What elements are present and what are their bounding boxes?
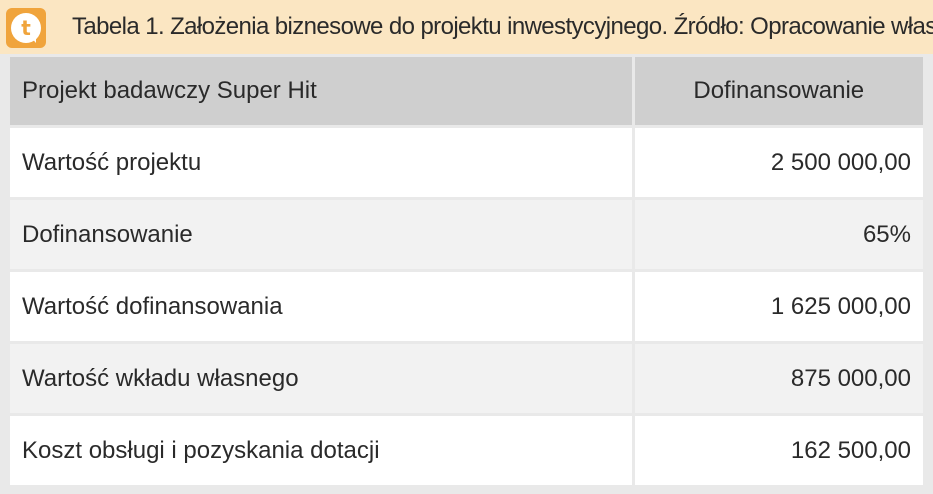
table-row: Koszt obsługi i pozyskania dotacji 162 5…	[10, 416, 923, 485]
table-container: Projekt badawczy Super Hit Dofinansowani…	[0, 54, 933, 494]
table-row: Dofinansowanie 65%	[10, 200, 923, 269]
row-label: Koszt obsługi i pozyskania dotacji	[10, 416, 635, 485]
table-row: Wartość wkładu własnego 875 000,00	[10, 344, 923, 413]
logo-letter: t	[21, 16, 31, 40]
row-value: 875 000,00	[634, 344, 923, 413]
header-cofinancing: Dofinansowanie	[634, 57, 923, 125]
row-label: Wartość projektu	[10, 128, 635, 197]
table-row: Wartość projektu 2 500 000,00	[10, 128, 923, 197]
table-caption-bar: t Tabela 1. Założenia biznesowe do proje…	[0, 0, 933, 54]
row-value: 162 500,00	[634, 416, 923, 485]
business-assumptions-table: Projekt badawczy Super Hit Dofinansowani…	[10, 54, 923, 488]
logo-icon: t	[6, 8, 46, 48]
row-label: Wartość wkładu własnego	[10, 344, 635, 413]
speech-bubble-icon: t	[11, 13, 41, 43]
row-value: 2 500 000,00	[634, 128, 923, 197]
row-label: Dofinansowanie	[10, 200, 635, 269]
table-caption: Tabela 1. Założenia biznesowe do projekt…	[72, 13, 933, 40]
row-value: 65%	[634, 200, 923, 269]
row-value: 1 625 000,00	[634, 272, 923, 341]
header-project: Projekt badawczy Super Hit	[10, 57, 635, 125]
speech-bubble-tail	[29, 35, 36, 43]
table-row: Wartość dofinansowania 1 625 000,00	[10, 272, 923, 341]
table-header-row: Projekt badawczy Super Hit Dofinansowani…	[10, 57, 923, 125]
row-label: Wartość dofinansowania	[10, 272, 635, 341]
